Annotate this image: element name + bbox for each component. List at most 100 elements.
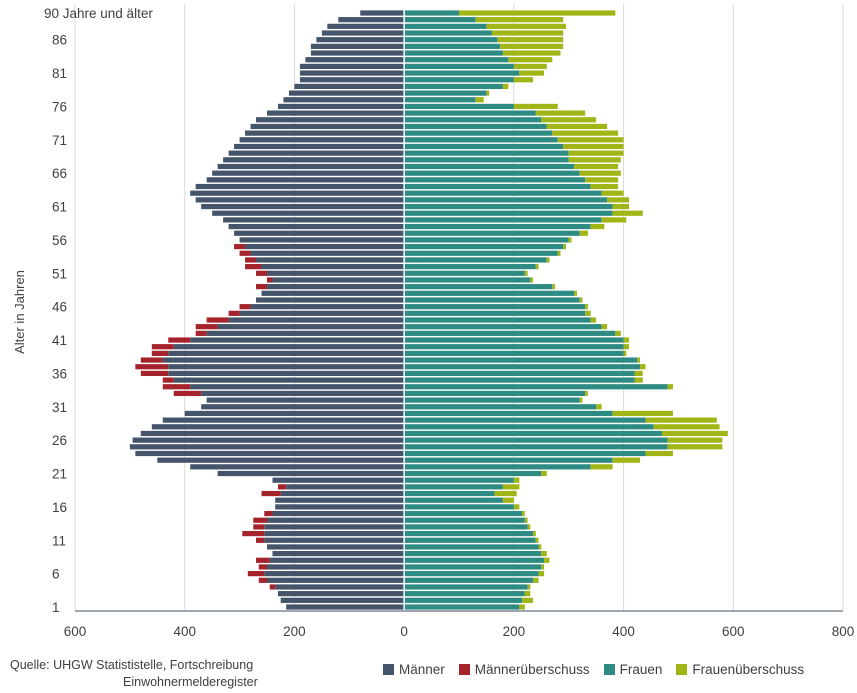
bar-frauenueberschuss-age-65 xyxy=(585,177,619,183)
y-tick-label-2: 11 xyxy=(52,533,66,548)
bar-frauen-age-18 xyxy=(404,490,495,497)
bar-frauen-age-70 xyxy=(404,143,564,150)
bar-frauen-age-56 xyxy=(404,237,569,243)
bar-frauenueberschuss-age-67 xyxy=(574,163,619,170)
bar-frauen-age-81 xyxy=(404,70,520,76)
bar-maenner-age-30 xyxy=(184,410,405,417)
bar-frauen-age-90 xyxy=(404,10,459,16)
bar-maennerueberschuss-age-4 xyxy=(269,584,276,590)
bar-frauenueberschuss-age-64 xyxy=(590,183,619,190)
bar-frauenueberschuss-age-74 xyxy=(541,117,597,123)
x-tick-label-2: 200 xyxy=(283,624,306,639)
bar-frauen-age-31 xyxy=(404,404,597,410)
bar-maenner-age-87 xyxy=(321,30,405,36)
bar-frauenueberschuss-age-75 xyxy=(535,110,586,116)
bar-frauen-age-4 xyxy=(404,584,528,590)
bar-frauenueberschuss-age-34 xyxy=(667,384,673,390)
bar-frauen-age-54 xyxy=(404,250,558,256)
bar-maenner-age-77 xyxy=(283,97,405,103)
bar-frauenueberschuss-age-79 xyxy=(502,83,509,90)
bar-maenner-age-18 xyxy=(280,490,405,497)
bar-frauen-age-55 xyxy=(404,243,564,250)
bar-maenner-age-61 xyxy=(201,203,405,210)
bar-maennerueberschuss-age-36 xyxy=(140,370,169,377)
bar-frauen-age-73 xyxy=(404,123,547,130)
bar-maenner-age-65 xyxy=(206,177,405,183)
bar-maenner-age-70 xyxy=(234,143,405,150)
bar-frauenueberschuss-age-24 xyxy=(645,450,673,457)
bar-frauen-age-43 xyxy=(404,324,602,330)
bar-frauen-age-22 xyxy=(404,464,591,470)
bar-frauenueberschuss-age-11 xyxy=(535,537,539,543)
bar-maenner-age-50 xyxy=(272,277,405,283)
bar-maennerueberschuss-age-5 xyxy=(258,577,267,583)
bar-frauenueberschuss-age-29 xyxy=(645,417,717,423)
bar-maennerueberschuss-age-53 xyxy=(245,257,257,263)
bar-maennerueberschuss-age-35 xyxy=(162,377,174,383)
bar-maenner-age-78 xyxy=(288,90,405,96)
bar-maenner-age-76 xyxy=(277,103,405,110)
bar-frauenueberschuss-age-45 xyxy=(585,310,591,316)
source-line-1: Quelle: UHGW Statististelle, Fortschreib… xyxy=(10,658,254,672)
bar-frauen-age-38 xyxy=(404,357,638,363)
bar-frauenueberschuss-age-86 xyxy=(497,37,564,43)
bar-frauen-age-9 xyxy=(404,551,542,557)
bar-maenner-age-57 xyxy=(234,230,405,236)
bar-frauenueberschuss-age-60 xyxy=(612,210,643,216)
bar-maenner-age-7 xyxy=(267,564,405,570)
bar-maenner-age-38 xyxy=(162,357,405,363)
bar-frauenueberschuss-age-12 xyxy=(533,530,536,537)
bar-maenner-age-11 xyxy=(264,537,405,543)
bar-frauen-age-27 xyxy=(404,430,662,437)
bar-maennerueberschuss-age-54 xyxy=(239,250,251,256)
bar-frauenueberschuss-age-66 xyxy=(579,170,621,176)
bar-frauen-age-88 xyxy=(404,23,487,29)
bar-frauen-age-74 xyxy=(404,117,542,123)
bar-frauen-age-26 xyxy=(404,437,668,443)
bar-maennerueberschuss-age-50 xyxy=(267,277,273,283)
bar-maenner-age-24 xyxy=(135,450,405,457)
bar-maennerueberschuss-age-18 xyxy=(261,490,281,497)
bar-frauen-age-65 xyxy=(404,177,586,183)
bar-maenner-age-72 xyxy=(245,130,405,136)
bar-maenner-age-6 xyxy=(264,571,405,577)
bar-maenner-age-41 xyxy=(190,337,405,343)
bar-frauenueberschuss-age-19 xyxy=(502,484,520,490)
bar-maenner-age-12 xyxy=(264,530,405,537)
bar-maennerueberschuss-age-13 xyxy=(253,524,265,530)
bar-maenner-age-39 xyxy=(168,350,405,356)
bar-maenner-age-4 xyxy=(275,584,405,590)
bar-frauen-age-84 xyxy=(404,50,503,56)
bar-frauen-age-59 xyxy=(404,217,602,223)
bar-maenner-age-5 xyxy=(267,577,405,583)
bar-frauen-age-16 xyxy=(404,504,514,510)
bar-frauen-age-7 xyxy=(404,564,542,570)
bar-frauen-age-79 xyxy=(404,83,503,90)
bar-maenner-age-20 xyxy=(272,477,405,483)
bar-maennerueberschuss-age-6 xyxy=(247,571,265,577)
chart-area: 600 400 200 0 200 400 600 800161116212631364146… xyxy=(12,4,854,639)
bar-frauenueberschuss-age-1 xyxy=(519,604,525,610)
y-tick-label-17: 86 xyxy=(52,33,67,48)
bar-frauen-age-45 xyxy=(404,310,586,316)
y-tick-label-6: 31 xyxy=(52,400,67,415)
bar-frauen-age-47 xyxy=(404,297,580,303)
y-tick-label-0: 1 xyxy=(52,600,60,615)
bar-maennerueberschuss-age-38 xyxy=(140,357,163,363)
bar-frauenueberschuss-age-80 xyxy=(513,77,534,83)
bar-maenner-age-84 xyxy=(310,50,405,56)
bar-frauen-age-14 xyxy=(404,517,525,523)
bar-frauenueberschuss-age-54 xyxy=(557,250,561,256)
bar-frauenueberschuss-age-4 xyxy=(527,584,531,590)
bar-maennerueberschuss-age-51 xyxy=(256,270,267,276)
bar-frauenueberschuss-age-44 xyxy=(590,317,597,323)
bar-frauenueberschuss-age-2 xyxy=(522,597,534,603)
bar-maenner-age-23 xyxy=(157,457,405,463)
bar-maennerueberschuss-age-41 xyxy=(168,337,191,343)
bar-frauenueberschuss-age-57 xyxy=(579,230,588,236)
bar-frauenueberschuss-age-76 xyxy=(513,103,558,110)
bar-frauenueberschuss-age-47 xyxy=(579,297,583,303)
bar-frauenueberschuss-age-49 xyxy=(552,284,555,290)
bar-frauenueberschuss-age-30 xyxy=(612,410,673,417)
bar-maenner-age-73 xyxy=(250,123,405,130)
